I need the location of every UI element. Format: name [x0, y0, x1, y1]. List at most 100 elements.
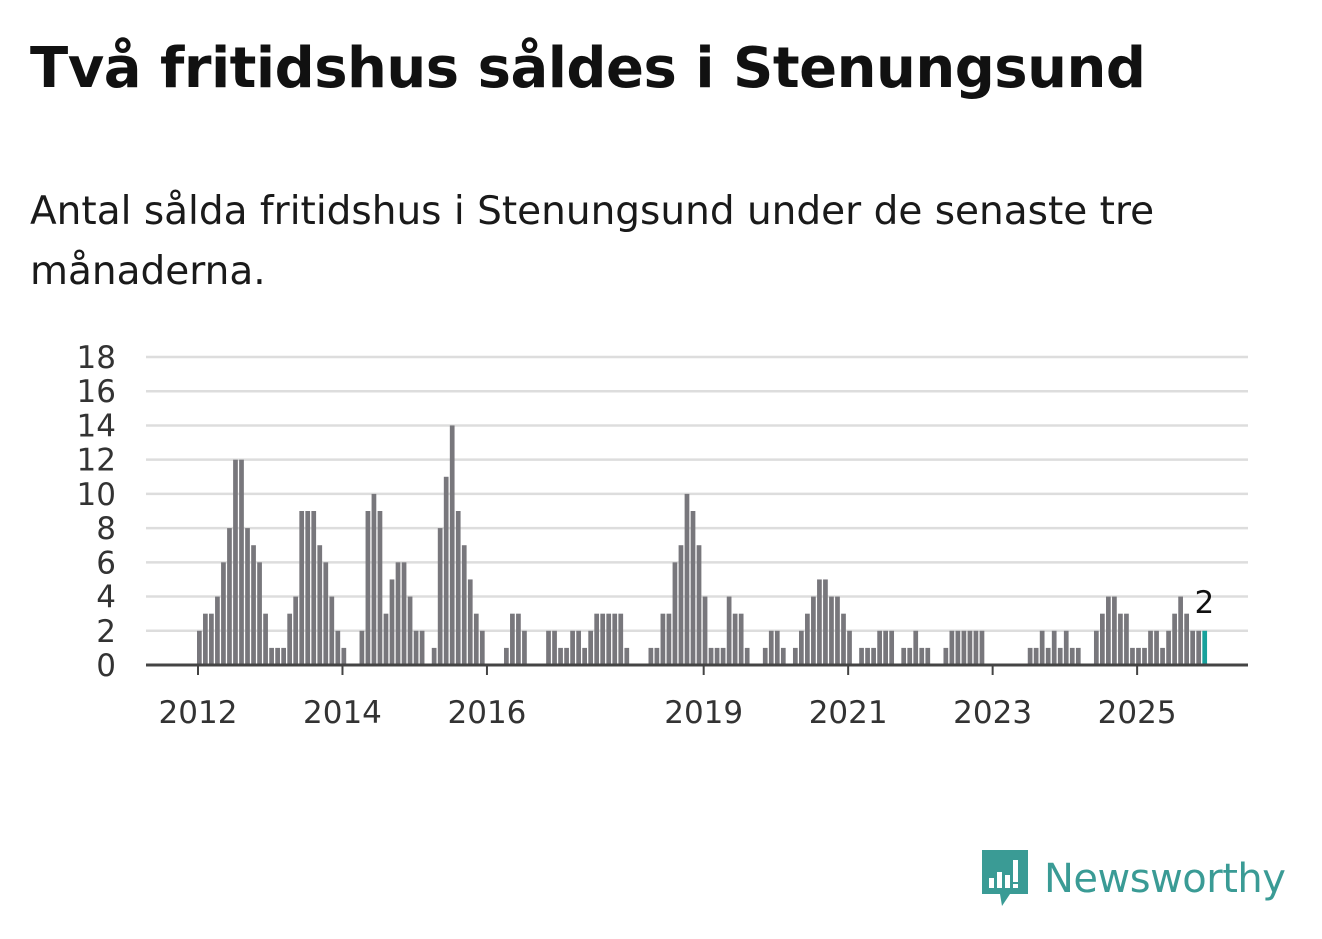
bar [413, 630, 419, 665]
bar [865, 647, 870, 665]
bar [377, 511, 383, 665]
bar [780, 647, 786, 665]
bar [690, 511, 696, 665]
latest-value-label: 2 [1194, 585, 1214, 621]
bar [708, 647, 714, 665]
bar [702, 596, 708, 665]
bar [455, 511, 461, 665]
bar [1039, 630, 1045, 665]
bar [419, 630, 425, 665]
bar [281, 647, 286, 665]
bar [835, 596, 840, 665]
bar [251, 545, 256, 665]
annotations: 2 [1194, 585, 1214, 621]
x-tick-label: 2016 [448, 695, 527, 731]
x-tick-label: 2012 [159, 695, 238, 731]
bar [817, 579, 822, 665]
bar [1027, 647, 1033, 665]
bar [805, 613, 810, 665]
bar [720, 647, 726, 665]
chart-subtitle: Antal sålda fritidshus i Stenungsund und… [30, 189, 1155, 294]
y-tick-label: 18 [77, 340, 116, 376]
bar [516, 613, 521, 665]
bar [1130, 647, 1135, 665]
bar [847, 630, 852, 665]
x-tick-label: 2025 [1098, 695, 1177, 731]
bar [726, 596, 732, 665]
bar [1196, 630, 1202, 665]
bar [883, 630, 888, 665]
bar [437, 528, 443, 665]
bar [197, 630, 202, 665]
x-tick-label: 2021 [809, 695, 888, 731]
bar [389, 579, 395, 665]
y-tick-label: 12 [77, 443, 116, 479]
y-tick-label: 6 [96, 545, 116, 581]
y-tick-label: 14 [77, 408, 116, 444]
bar [871, 647, 876, 665]
y-tick-label: 4 [96, 580, 116, 616]
bar [311, 511, 317, 665]
bar [1033, 647, 1039, 665]
bar [594, 613, 600, 665]
bar [479, 630, 485, 665]
bar [768, 630, 774, 665]
bar [203, 613, 208, 665]
bar [799, 630, 804, 665]
bar [1160, 647, 1165, 665]
bar [1093, 630, 1099, 665]
bar [1045, 647, 1051, 665]
bar [1190, 630, 1196, 665]
x-tick-label: 2014 [303, 695, 382, 731]
chart-title: Två fritidshus såldes i Stenungsund [30, 36, 1146, 101]
bar [335, 630, 341, 665]
bar [792, 647, 798, 665]
y-tick-label: 2 [96, 614, 116, 650]
bar [732, 613, 738, 665]
bar [576, 630, 581, 665]
bar [467, 579, 473, 665]
bar [877, 630, 882, 665]
bar [1172, 613, 1177, 665]
bar [624, 647, 630, 665]
bar [287, 613, 293, 665]
bar [552, 630, 557, 665]
bar [1069, 647, 1075, 665]
bar [889, 630, 895, 665]
bar [1154, 630, 1159, 665]
bar [1142, 647, 1147, 665]
bar [359, 630, 365, 665]
bar [1112, 596, 1117, 665]
bar [955, 630, 961, 665]
bar [215, 596, 220, 665]
bar [1184, 613, 1189, 665]
bar [1063, 630, 1069, 665]
bar [618, 613, 624, 665]
bar [1124, 613, 1129, 665]
x-axis-ticks: 2012 2014 2016 2019 2021 2023 2025 [159, 665, 1177, 731]
bar [1136, 647, 1141, 665]
bar [233, 459, 238, 665]
y-tick-label: 16 [77, 374, 116, 410]
bar [1100, 613, 1105, 665]
bar [504, 647, 509, 665]
bar [967, 630, 973, 665]
bar [925, 647, 931, 665]
bar [522, 630, 527, 665]
bar [365, 511, 371, 665]
bar [841, 613, 846, 665]
bar [221, 562, 226, 665]
bar [1106, 596, 1111, 665]
bar [823, 579, 828, 665]
bars [146, 425, 1248, 667]
bar [654, 647, 660, 665]
bar [811, 596, 816, 665]
bar [407, 596, 413, 665]
bar [395, 562, 401, 665]
y-tick-label: 0 [96, 648, 116, 684]
bar [774, 630, 780, 665]
bar [570, 630, 575, 665]
bar [943, 647, 949, 665]
